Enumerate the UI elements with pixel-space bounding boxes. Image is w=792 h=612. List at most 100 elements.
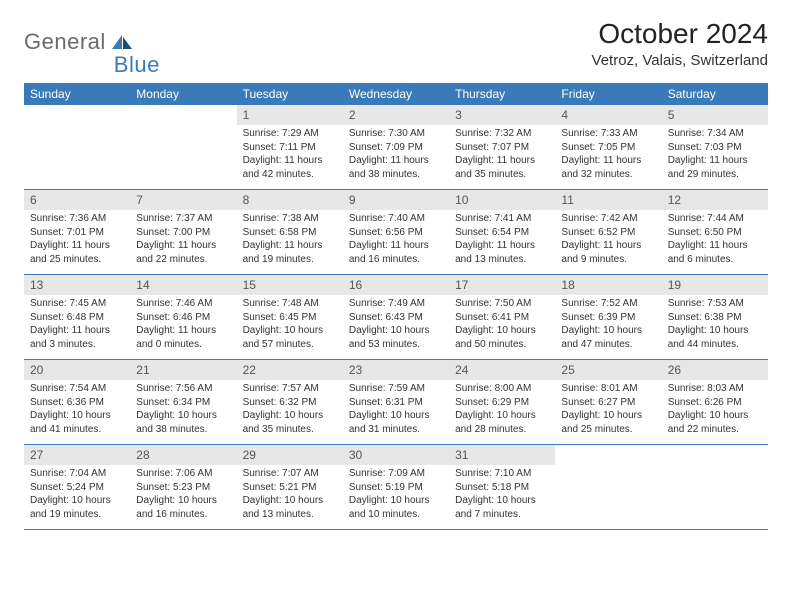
daynum-row: 20212223242526 (24, 360, 768, 381)
day-details: Sunrise: 7:48 AMSunset: 6:45 PMDaylight:… (243, 297, 337, 351)
day-details-cell: Sunrise: 8:00 AMSunset: 6:29 PMDaylight:… (449, 380, 555, 445)
day-number: 11 (555, 190, 661, 210)
day-details: Sunrise: 8:03 AMSunset: 6:26 PMDaylight:… (668, 382, 762, 436)
day-details: Sunrise: 7:41 AMSunset: 6:54 PMDaylight:… (455, 212, 549, 266)
day-details-cell: Sunrise: 7:38 AMSunset: 6:58 PMDaylight:… (237, 210, 343, 275)
day-details-cell: Sunrise: 7:56 AMSunset: 6:34 PMDaylight:… (130, 380, 236, 445)
day-number: 16 (343, 275, 449, 295)
day-details-cell: Sunrise: 7:37 AMSunset: 7:00 PMDaylight:… (130, 210, 236, 275)
title-block: October 2024 Vetroz, Valais, Switzerland (592, 18, 768, 69)
day-number: 12 (662, 190, 768, 210)
day-number: 14 (130, 275, 236, 295)
day-details: Sunrise: 7:04 AMSunset: 5:24 PMDaylight:… (30, 467, 124, 521)
day-details: Sunrise: 7:42 AMSunset: 6:52 PMDaylight:… (561, 212, 655, 266)
day-details: Sunrise: 7:07 AMSunset: 5:21 PMDaylight:… (243, 467, 337, 521)
day-number-cell: 5 (662, 105, 768, 125)
day-number: 22 (237, 360, 343, 380)
day-number-cell: 4 (555, 105, 661, 125)
day-details-cell: Sunrise: 7:54 AMSunset: 6:36 PMDaylight:… (24, 380, 130, 445)
day-number: 3 (449, 105, 555, 125)
day-number: 17 (449, 275, 555, 295)
day-number-cell: 14 (130, 275, 236, 296)
details-row: Sunrise: 7:54 AMSunset: 6:36 PMDaylight:… (24, 380, 768, 445)
weekday-header: Monday (130, 83, 236, 105)
day-number-cell: 27 (24, 445, 130, 466)
weekday-header: Tuesday (237, 83, 343, 105)
day-number-cell: 30 (343, 445, 449, 466)
month-title: October 2024 (592, 18, 768, 50)
day-number: 1 (237, 105, 343, 125)
day-details-cell: Sunrise: 7:09 AMSunset: 5:19 PMDaylight:… (343, 465, 449, 529)
day-number: 4 (555, 105, 661, 125)
details-row: Sunrise: 7:36 AMSunset: 7:01 PMDaylight:… (24, 210, 768, 275)
weekday-header: Wednesday (343, 83, 449, 105)
daynum-row: 2728293031 (24, 445, 768, 466)
day-details-cell: Sunrise: 7:06 AMSunset: 5:23 PMDaylight:… (130, 465, 236, 529)
weekday-header: Friday (555, 83, 661, 105)
day-details: Sunrise: 7:37 AMSunset: 7:00 PMDaylight:… (136, 212, 230, 266)
day-number: 29 (237, 445, 343, 465)
day-details-cell: Sunrise: 7:10 AMSunset: 5:18 PMDaylight:… (449, 465, 555, 529)
day-number-cell: 7 (130, 190, 236, 211)
day-details: Sunrise: 7:10 AMSunset: 5:18 PMDaylight:… (455, 467, 549, 521)
day-details-cell: Sunrise: 7:42 AMSunset: 6:52 PMDaylight:… (555, 210, 661, 275)
day-details-cell: Sunrise: 7:52 AMSunset: 6:39 PMDaylight:… (555, 295, 661, 360)
day-details-cell: Sunrise: 7:34 AMSunset: 7:03 PMDaylight:… (662, 125, 768, 190)
day-details-cell: Sunrise: 7:04 AMSunset: 5:24 PMDaylight:… (24, 465, 130, 529)
day-number-cell: 11 (555, 190, 661, 211)
day-number-cell: 2 (343, 105, 449, 125)
day-number-cell (662, 445, 768, 466)
day-details: Sunrise: 7:45 AMSunset: 6:48 PMDaylight:… (30, 297, 124, 351)
day-number: 10 (449, 190, 555, 210)
day-number-cell: 17 (449, 275, 555, 296)
day-details-cell: Sunrise: 7:40 AMSunset: 6:56 PMDaylight:… (343, 210, 449, 275)
day-number: 26 (662, 360, 768, 380)
weekday-header: Sunday (24, 83, 130, 105)
day-details-cell: Sunrise: 7:36 AMSunset: 7:01 PMDaylight:… (24, 210, 130, 275)
day-details: Sunrise: 7:53 AMSunset: 6:38 PMDaylight:… (668, 297, 762, 351)
details-row: Sunrise: 7:45 AMSunset: 6:48 PMDaylight:… (24, 295, 768, 360)
day-details-cell: Sunrise: 7:49 AMSunset: 6:43 PMDaylight:… (343, 295, 449, 360)
day-details: Sunrise: 7:56 AMSunset: 6:34 PMDaylight:… (136, 382, 230, 436)
day-details: Sunrise: 7:09 AMSunset: 5:19 PMDaylight:… (349, 467, 443, 521)
day-details-cell: Sunrise: 7:48 AMSunset: 6:45 PMDaylight:… (237, 295, 343, 360)
day-details: Sunrise: 7:06 AMSunset: 5:23 PMDaylight:… (136, 467, 230, 521)
day-number-cell: 18 (555, 275, 661, 296)
day-details-cell (555, 465, 661, 529)
day-details: Sunrise: 7:30 AMSunset: 7:09 PMDaylight:… (349, 127, 443, 181)
day-details-cell (24, 125, 130, 190)
day-details-cell: Sunrise: 7:53 AMSunset: 6:38 PMDaylight:… (662, 295, 768, 360)
day-number: 8 (237, 190, 343, 210)
day-details-cell: Sunrise: 7:33 AMSunset: 7:05 PMDaylight:… (555, 125, 661, 190)
day-number: 20 (24, 360, 130, 380)
day-number-cell: 8 (237, 190, 343, 211)
day-details-cell: Sunrise: 7:32 AMSunset: 7:07 PMDaylight:… (449, 125, 555, 190)
day-details-cell: Sunrise: 7:45 AMSunset: 6:48 PMDaylight:… (24, 295, 130, 360)
day-number: 2 (343, 105, 449, 125)
day-details-cell: Sunrise: 7:29 AMSunset: 7:11 PMDaylight:… (237, 125, 343, 190)
day-details-cell: Sunrise: 7:30 AMSunset: 7:09 PMDaylight:… (343, 125, 449, 190)
day-details: Sunrise: 7:32 AMSunset: 7:07 PMDaylight:… (455, 127, 549, 181)
day-number-cell: 13 (24, 275, 130, 296)
day-number-cell (130, 105, 236, 125)
day-details: Sunrise: 7:36 AMSunset: 7:01 PMDaylight:… (30, 212, 124, 266)
weekday-header-row: Sunday Monday Tuesday Wednesday Thursday… (24, 83, 768, 105)
day-details: Sunrise: 8:01 AMSunset: 6:27 PMDaylight:… (561, 382, 655, 436)
day-number: 18 (555, 275, 661, 295)
day-details: Sunrise: 7:38 AMSunset: 6:58 PMDaylight:… (243, 212, 337, 266)
day-number: 25 (555, 360, 661, 380)
day-details: Sunrise: 7:52 AMSunset: 6:39 PMDaylight:… (561, 297, 655, 351)
weekday-header: Thursday (449, 83, 555, 105)
calendar-table: Sunday Monday Tuesday Wednesday Thursday… (24, 83, 768, 529)
day-number-cell: 28 (130, 445, 236, 466)
day-details: Sunrise: 7:54 AMSunset: 6:36 PMDaylight:… (30, 382, 124, 436)
details-row: Sunrise: 7:29 AMSunset: 7:11 PMDaylight:… (24, 125, 768, 190)
day-details: Sunrise: 7:33 AMSunset: 7:05 PMDaylight:… (561, 127, 655, 181)
day-details-cell: Sunrise: 7:59 AMSunset: 6:31 PMDaylight:… (343, 380, 449, 445)
day-number-cell: 10 (449, 190, 555, 211)
day-details: Sunrise: 7:44 AMSunset: 6:50 PMDaylight:… (668, 212, 762, 266)
day-number-cell: 26 (662, 360, 768, 381)
day-details: Sunrise: 8:00 AMSunset: 6:29 PMDaylight:… (455, 382, 549, 436)
day-number-cell: 31 (449, 445, 555, 466)
day-number: 30 (343, 445, 449, 465)
